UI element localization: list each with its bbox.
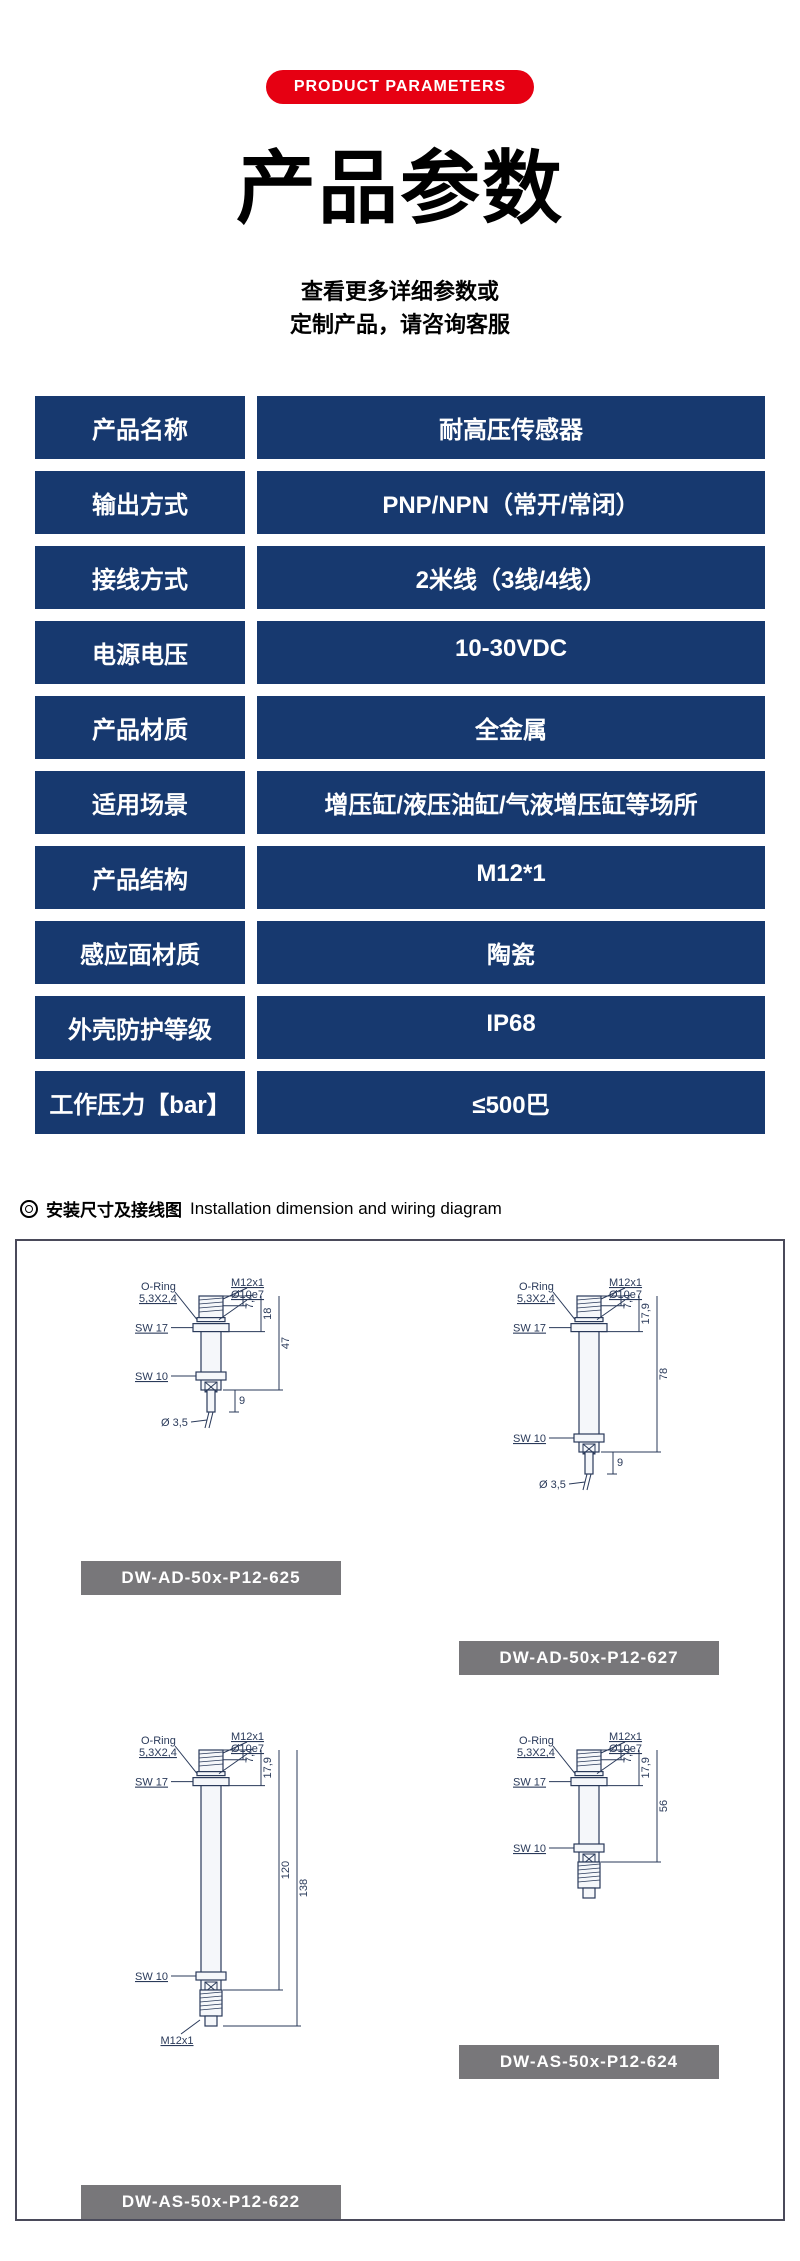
svg-text:SW 17: SW 17 [513, 1777, 546, 1789]
technical-drawing: Ø 3,59M12x1Ø10e7O-Ring5,3X2,4SW 17SW 107… [469, 1271, 709, 1611]
svg-text:17,9: 17,9 [640, 1757, 652, 1778]
technical-drawing: Ø 3,59M12x1Ø10e7O-Ring5,3X2,4SW 17SW 107… [91, 1271, 331, 1531]
svg-text:17,9: 17,9 [262, 1757, 274, 1778]
param-row: 工作压力【bar】≤500巴 [35, 1071, 765, 1134]
svg-text:Ø 3,5: Ø 3,5 [539, 1479, 566, 1491]
svg-text:M12x1: M12x1 [609, 1731, 642, 1743]
svg-text:SW 17: SW 17 [135, 1323, 168, 1335]
diagram-frame: Ø 3,59M12x1Ø10e7O-Ring5,3X2,4SW 17SW 107… [15, 1239, 785, 2221]
diagram-cell: M12x1M12x1Ø10e7O-Ring5,3X2,4SW 17SW 107,… [37, 1725, 385, 2219]
param-row: 接线方式2米线（3线/4线） [35, 546, 765, 609]
param-value: IP68 [257, 996, 765, 1059]
param-value: M12*1 [257, 846, 765, 909]
diagram-cell: Ø 3,59M12x1Ø10e7O-Ring5,3X2,4SW 17SW 107… [415, 1271, 763, 1675]
svg-text:O-Ring: O-Ring [519, 1281, 554, 1293]
param-value: 2米线（3线/4线） [257, 546, 765, 609]
param-label: 输出方式 [35, 471, 245, 534]
svg-text:M12x1: M12x1 [231, 1731, 264, 1743]
diagram-title-cn: 安装尺寸及接线图 [46, 1196, 182, 1221]
param-label: 产品名称 [35, 396, 245, 459]
svg-text:SW 17: SW 17 [513, 1323, 546, 1335]
diagram-cell: Ø 3,59M12x1Ø10e7O-Ring5,3X2,4SW 17SW 107… [37, 1271, 385, 1675]
svg-text:120: 120 [280, 1861, 292, 1879]
parameters-table: 产品名称耐高压传感器输出方式PNP/NPN（常开/常闭）接线方式2米线（3线/4… [0, 371, 800, 1196]
param-label: 外壳防护等级 [35, 996, 245, 1059]
svg-text:9: 9 [239, 1395, 245, 1407]
param-row: 产品结构M12*1 [35, 846, 765, 909]
subtitle: 查看更多详细参数或 定制产品，请咨询客服 [0, 275, 800, 341]
svg-text:7,4: 7,4 [244, 1748, 256, 1763]
product-parameters-badge: PRODUCT PARAMETERS [266, 70, 534, 104]
param-label: 产品材质 [35, 696, 245, 759]
param-label: 电源电压 [35, 621, 245, 684]
svg-text:7,4: 7,4 [244, 1294, 256, 1309]
svg-text:5,3X2,4: 5,3X2,4 [517, 1747, 555, 1759]
svg-text:SW 10: SW 10 [513, 1843, 546, 1855]
svg-text:M12x1: M12x1 [160, 2035, 193, 2047]
subtitle-line2: 定制产品，请咨询客服 [0, 308, 800, 341]
model-label: DW-AS-50x-P12-622 [81, 2185, 341, 2219]
svg-text:M12x1: M12x1 [609, 1277, 642, 1289]
param-row: 感应面材质陶瓷 [35, 921, 765, 984]
model-label: DW-AD-50x-P12-625 [81, 1561, 341, 1595]
svg-text:9: 9 [617, 1457, 623, 1469]
param-label: 接线方式 [35, 546, 245, 609]
svg-text:18: 18 [262, 1308, 274, 1320]
diagram-section: 安装尺寸及接线图 Installation dimension and wiri… [0, 1196, 800, 2261]
main-title: 产品参数 [0, 124, 800, 240]
param-value: 全金属 [257, 696, 765, 759]
technical-drawing: M12x1M12x1Ø10e7O-Ring5,3X2,4SW 17SW 107,… [91, 1725, 331, 2155]
model-label: DW-AD-50x-P12-627 [459, 1641, 719, 1675]
svg-text:56: 56 [658, 1800, 670, 1812]
technical-drawing: M12x1Ø10e7O-Ring5,3X2,4SW 17SW 107,417,9… [469, 1725, 709, 2015]
param-row: 产品材质全金属 [35, 696, 765, 759]
header-section: PRODUCT PARAMETERS 产品参数 查看更多详细参数或 定制产品，请… [0, 0, 800, 371]
svg-text:M12x1: M12x1 [231, 1277, 264, 1289]
sensor-drawing: Ø 3,59M12x1Ø10e7O-Ring5,3X2,4SW 17SW 107… [469, 1271, 709, 1611]
svg-text:5,3X2,4: 5,3X2,4 [139, 1747, 177, 1759]
svg-text:O-Ring: O-Ring [519, 1735, 554, 1747]
svg-text:Ø 3,5: Ø 3,5 [161, 1417, 188, 1429]
svg-text:78: 78 [658, 1368, 670, 1380]
svg-text:138: 138 [298, 1879, 310, 1897]
param-value: 耐高压传感器 [257, 396, 765, 459]
model-label: DW-AS-50x-P12-624 [459, 2045, 719, 2079]
param-row: 输出方式PNP/NPN（常开/常闭） [35, 471, 765, 534]
param-row: 产品名称耐高压传感器 [35, 396, 765, 459]
svg-text:SW 17: SW 17 [135, 1777, 168, 1789]
param-row: 外壳防护等级IP68 [35, 996, 765, 1059]
svg-text:7,4: 7,4 [622, 1748, 634, 1763]
svg-text:SW 10: SW 10 [135, 1971, 168, 1983]
param-label: 感应面材质 [35, 921, 245, 984]
svg-text:SW 10: SW 10 [135, 1371, 168, 1383]
param-label: 工作压力【bar】 [35, 1071, 245, 1134]
svg-text:5,3X2,4: 5,3X2,4 [139, 1293, 177, 1305]
subtitle-line1: 查看更多详细参数或 [0, 275, 800, 308]
param-value: 10-30VDC [257, 621, 765, 684]
param-value: 增压缸/液压油缸/气液增压缸等场所 [257, 771, 765, 834]
param-label: 适用场景 [35, 771, 245, 834]
svg-text:5,3X2,4: 5,3X2,4 [517, 1293, 555, 1305]
svg-text:O-Ring: O-Ring [141, 1735, 176, 1747]
param-row: 电源电压10-30VDC [35, 621, 765, 684]
sensor-drawing: Ø 3,59M12x1Ø10e7O-Ring5,3X2,4SW 17SW 107… [91, 1271, 331, 1531]
param-value: PNP/NPN（常开/常闭） [257, 471, 765, 534]
svg-text:47: 47 [280, 1337, 292, 1349]
svg-text:7,4: 7,4 [622, 1294, 634, 1309]
diagram-cell: M12x1Ø10e7O-Ring5,3X2,4SW 17SW 107,417,9… [415, 1725, 763, 2219]
svg-text:SW 10: SW 10 [513, 1433, 546, 1445]
diagram-section-title: 安装尺寸及接线图 Installation dimension and wiri… [15, 1196, 785, 1221]
param-value: ≤500巴 [257, 1071, 765, 1134]
param-label: 产品结构 [35, 846, 245, 909]
bullet-icon [20, 1200, 38, 1218]
sensor-drawing: M12x1Ø10e7O-Ring5,3X2,4SW 17SW 107,417,9… [469, 1725, 709, 2015]
sensor-drawing: M12x1M12x1Ø10e7O-Ring5,3X2,4SW 17SW 107,… [91, 1725, 331, 2155]
param-row: 适用场景增压缸/液压油缸/气液增压缸等场所 [35, 771, 765, 834]
svg-text:17,9: 17,9 [640, 1303, 652, 1324]
diagram-title-en: Installation dimension and wiring diagra… [190, 1199, 502, 1219]
param-value: 陶瓷 [257, 921, 765, 984]
svg-text:O-Ring: O-Ring [141, 1281, 176, 1293]
